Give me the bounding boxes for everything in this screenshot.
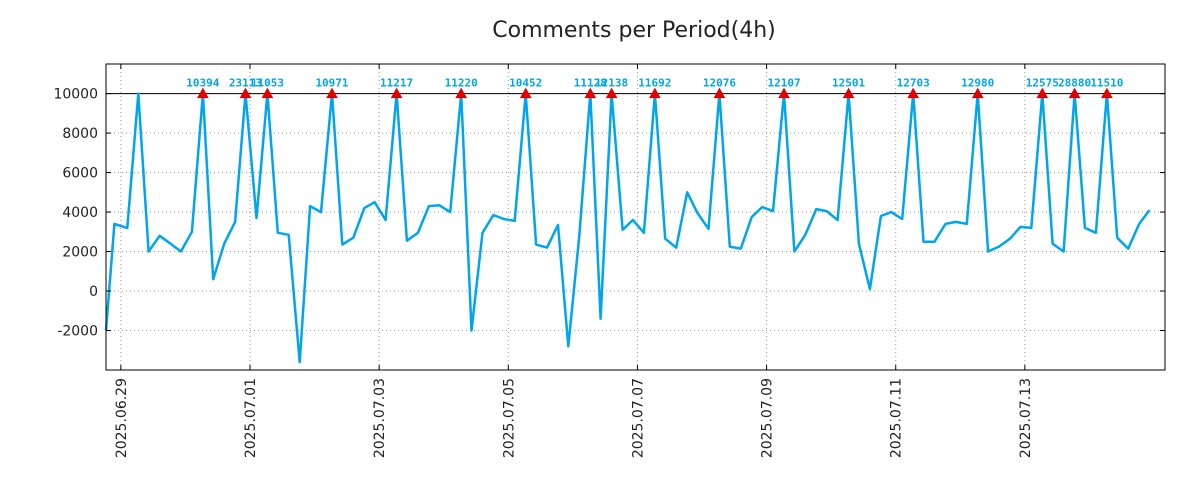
peak-marker	[778, 87, 790, 99]
peak-marker	[907, 87, 920, 99]
peak-label: 11692	[638, 77, 671, 90]
peak-label: 28880	[1058, 77, 1091, 90]
peak-label: 12107	[767, 77, 800, 90]
peak-marker	[519, 87, 532, 99]
y-tick-label: 2000	[62, 245, 98, 261]
peak-label: 10452	[509, 77, 542, 90]
x-tick-label: 2025.07.11	[889, 378, 905, 458]
series-line-comments	[104, 92, 1151, 364]
peak-label: 11053	[251, 77, 284, 90]
x-tick-label: 2025.07.03	[372, 378, 388, 458]
peak-marker	[971, 87, 984, 99]
y-axis-ticks: -2000 0 2000 4000 6000 8000 10000	[53, 87, 1165, 340]
peak-marker	[1068, 87, 1081, 99]
peak-label: 12703	[897, 77, 930, 90]
y-tick-label: 10000	[53, 87, 98, 103]
peak-label: 11510	[1090, 77, 1123, 90]
peak-marker	[713, 87, 726, 99]
peak-marker	[390, 87, 403, 99]
peak-label: 23113	[229, 77, 262, 90]
x-axis-ticks: 2025.06.29 2025.07.01 2025.07.03 2025.07.05…	[114, 64, 1034, 458]
plot-frame	[105, 63, 1166, 371]
peak-markers	[197, 87, 1113, 99]
peak-label: 12980	[961, 77, 994, 90]
peak-label: 10394	[186, 77, 219, 90]
x-tick-label: 2025.07.13	[1018, 378, 1034, 458]
peak-marker	[1101, 87, 1113, 99]
peak-marker	[1036, 87, 1049, 99]
peak-label: 12076	[703, 77, 736, 90]
peak-label: 11217	[380, 77, 413, 90]
peak-marker	[239, 87, 252, 99]
peak-marker	[261, 87, 274, 99]
peak-marker	[455, 87, 468, 99]
peak-label: 12501	[832, 77, 865, 90]
chart-title: Comments per Period(4h)	[492, 18, 776, 43]
peak-label: 12575	[1026, 77, 1059, 90]
peak-label: 10971	[315, 77, 348, 90]
y-tick-label: -2000	[57, 324, 98, 340]
series-group	[104, 92, 1151, 364]
x-tick-label: 2025.07.01	[243, 378, 259, 458]
peak-marker	[605, 87, 618, 99]
x-tick-label: 2025.06.29	[114, 378, 130, 458]
peak-label: 11220	[445, 77, 478, 90]
peak-marker	[197, 87, 209, 99]
x-tick-label: 2025.07.09	[760, 378, 776, 458]
peak-marker	[326, 87, 338, 99]
x-tick-label: 2025.07.07	[630, 378, 646, 458]
y-tick-label: 0	[89, 284, 98, 300]
peak-label: 12138	[595, 77, 628, 90]
y-tick-label: 6000	[62, 166, 98, 182]
peak-label: 11128	[574, 77, 607, 90]
peak-marker	[842, 87, 855, 99]
x-tick-label: 2025.07.05	[501, 378, 517, 458]
y-tick-label: 4000	[62, 205, 98, 221]
peak-marker	[584, 87, 597, 99]
y-tick-label: 8000	[62, 126, 98, 142]
peak-marker	[649, 87, 661, 99]
